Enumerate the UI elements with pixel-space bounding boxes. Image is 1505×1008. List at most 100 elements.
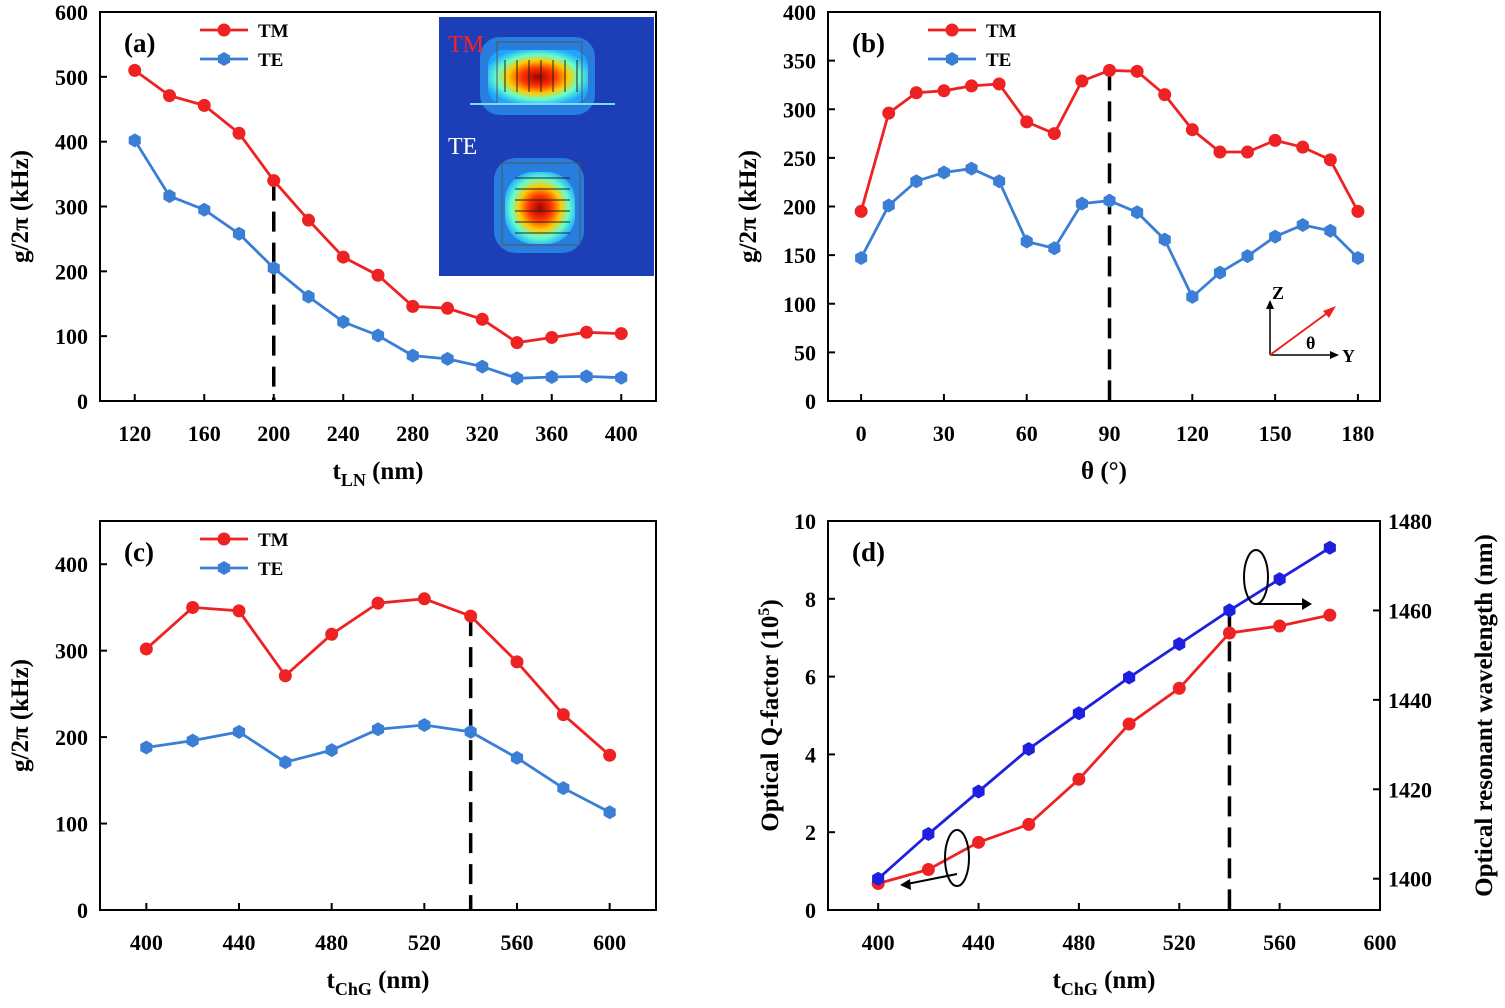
data-point	[1241, 145, 1255, 159]
data-point	[140, 740, 153, 755]
y2-tick-label: 1480	[1388, 509, 1432, 534]
data-point	[1323, 608, 1337, 622]
te-mode-field	[505, 172, 575, 244]
y-tick-label: 400	[55, 552, 88, 577]
x-tick-label: 280	[396, 421, 429, 446]
data-point	[910, 174, 923, 189]
y-label-main: g/2π (kHz)	[7, 659, 34, 772]
series-line-q-factor	[877, 613, 1331, 885]
y-arrowhead	[1330, 351, 1339, 359]
y-tick-label: 0	[805, 389, 816, 414]
x-label-main: θ (°)	[1081, 458, 1127, 485]
inset-label-te: TE	[448, 134, 477, 160]
data-point	[510, 336, 524, 350]
right-axis-indicator-ellipse	[1243, 549, 1269, 605]
data-point	[882, 198, 895, 213]
data-point	[1103, 193, 1116, 208]
theta-arrowhead	[1323, 306, 1336, 318]
data-point	[972, 835, 986, 849]
data-point	[937, 84, 951, 98]
x-tick-label: 400	[605, 421, 638, 446]
data-point	[580, 369, 593, 384]
y-tick-label: 0	[805, 898, 816, 923]
data-point	[1072, 772, 1086, 786]
left-arrowhead	[900, 879, 911, 890]
legend-label: TM	[986, 21, 1017, 42]
data-point	[186, 733, 199, 748]
data-point	[1269, 229, 1282, 244]
data-point	[475, 312, 489, 326]
data-point	[406, 348, 419, 363]
data-point	[1173, 637, 1186, 651]
x-axis-label: tChG (nm)	[327, 967, 430, 999]
x-tick-label: 320	[466, 421, 499, 446]
x-axis-label: tLN (nm)	[333, 458, 424, 490]
y-label-end: )	[757, 599, 784, 607]
y-tick-label: 500	[55, 65, 88, 90]
y2-tick-label: 1420	[1388, 777, 1432, 802]
coordinate-axes-glyph: Z Yθ	[1266, 283, 1355, 366]
z-axis-label: Z	[1272, 283, 1284, 303]
data-point	[556, 708, 570, 722]
data-point	[993, 174, 1006, 189]
legend-marker	[217, 561, 231, 575]
y2-tick-label: 1440	[1388, 688, 1432, 713]
data-point	[1351, 251, 1364, 265]
data-point	[371, 722, 385, 737]
panel-b: 0 30 60 90 120 150 180 0 50 100 150 200 250 300 350 400…	[735, 0, 1381, 485]
x-tick-label: 30	[933, 421, 955, 446]
y-axis-label: Optical Q-factor (105)	[756, 599, 784, 831]
y2-tick-label: 1460	[1388, 598, 1432, 623]
plot-frame	[99, 520, 657, 911]
x-tick-label: 480	[315, 930, 348, 955]
data-point	[1020, 115, 1034, 129]
data-point	[1296, 140, 1310, 154]
data-point	[464, 609, 478, 623]
data-point	[1075, 74, 1089, 88]
data-point	[603, 805, 616, 820]
legend-label: TM	[258, 21, 289, 42]
data-point	[615, 370, 628, 385]
series-line-te	[146, 723, 611, 814]
data-point	[992, 77, 1006, 91]
data-point	[854, 204, 868, 218]
panel-a: TM TE 120 160 200 240 280 320 360 400 0 100 200 300 40…	[7, 0, 657, 490]
series-line-resonant-wavelength	[877, 546, 1331, 880]
data-point	[464, 724, 477, 739]
x-label-main: t	[1053, 967, 1062, 994]
panel-label: (c)	[124, 537, 154, 567]
x-tick-label: 360	[535, 421, 568, 446]
data-point	[1186, 289, 1199, 304]
legend-marker	[945, 23, 959, 37]
x-label-main: t	[327, 967, 336, 994]
data-point	[1324, 223, 1337, 238]
data-point	[371, 328, 385, 343]
y2-axis-label: Optical resonant wavelength (nm)	[1471, 534, 1498, 897]
y-tick-label: 250	[783, 146, 816, 171]
x-tick-label: 560	[501, 930, 534, 955]
data-point	[1122, 717, 1136, 731]
x-tick-label: 120	[118, 421, 151, 446]
data-point	[965, 161, 978, 176]
y-tick-label: 10	[794, 509, 816, 534]
data-point	[163, 189, 176, 204]
legend-marker	[217, 532, 231, 546]
y-tick-label: 2	[805, 820, 816, 845]
y-tick-label: 200	[55, 259, 88, 284]
data-point	[278, 669, 292, 683]
data-point	[855, 251, 868, 265]
x-label-sub: ChG	[335, 979, 372, 999]
x-label-unit: (nm)	[1098, 967, 1156, 994]
x-tick-label: 400	[130, 930, 163, 955]
data-point	[441, 351, 454, 366]
data-point	[1185, 123, 1199, 137]
y-tick-label: 6	[805, 665, 816, 690]
data-point	[1075, 196, 1088, 211]
legend-label: TE	[258, 50, 283, 71]
legend-label: TE	[986, 50, 1011, 71]
data-point	[1273, 619, 1287, 633]
data-point	[139, 642, 153, 656]
x-tick-label: 0	[856, 421, 867, 446]
y-tick-label: 4	[805, 742, 816, 767]
y-tick-label: 0	[77, 389, 88, 414]
